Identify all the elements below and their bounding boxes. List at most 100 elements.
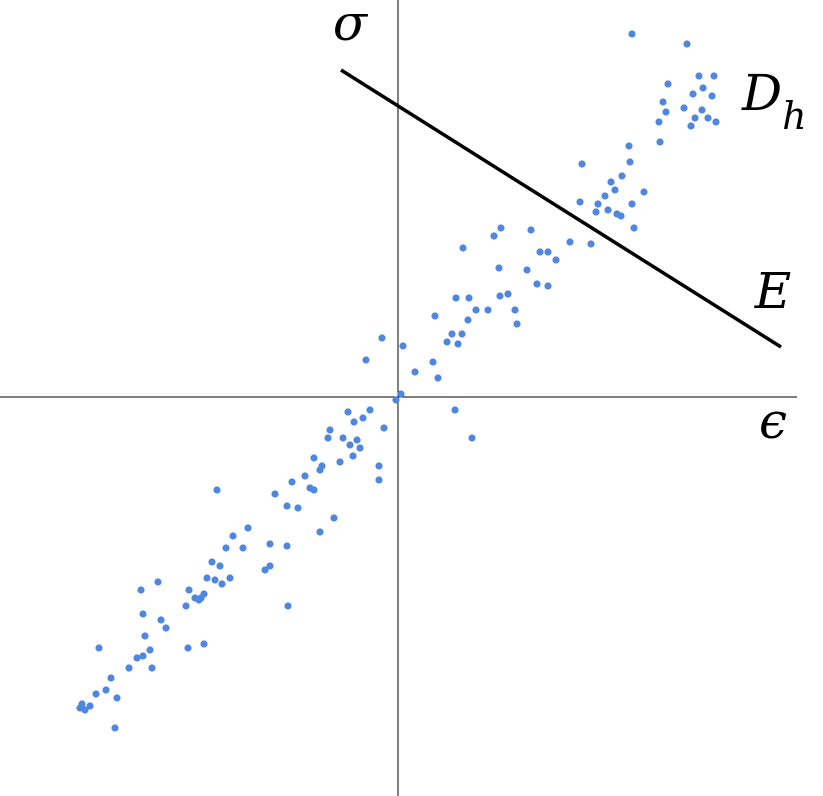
point — [443, 338, 451, 346]
point — [113, 694, 121, 702]
point — [197, 594, 205, 602]
point — [316, 528, 324, 536]
point — [576, 198, 584, 206]
point — [399, 342, 407, 350]
point — [344, 408, 352, 416]
point — [375, 476, 383, 484]
point — [625, 142, 633, 150]
point — [139, 652, 147, 660]
point — [213, 486, 221, 494]
point — [587, 240, 595, 248]
point — [226, 574, 234, 582]
cluster-label-subscript: h — [782, 94, 806, 138]
point — [125, 664, 133, 672]
point — [184, 644, 192, 652]
point — [283, 502, 291, 510]
y-axis-label: σ — [333, 0, 369, 52]
point — [266, 540, 274, 548]
point — [472, 306, 480, 314]
point — [495, 264, 503, 272]
point — [310, 486, 318, 494]
point — [699, 84, 707, 92]
point — [712, 118, 720, 126]
point — [271, 490, 279, 498]
point — [349, 452, 357, 460]
cluster-label-main: D — [741, 64, 782, 122]
point — [211, 576, 219, 584]
point — [662, 108, 670, 116]
point — [618, 172, 626, 180]
point — [513, 320, 521, 328]
point — [301, 472, 309, 480]
line-label: E — [754, 262, 792, 320]
point — [604, 206, 612, 214]
point — [578, 160, 586, 168]
point — [484, 306, 492, 314]
point — [504, 290, 512, 298]
point — [310, 454, 318, 462]
point — [691, 114, 699, 122]
point — [350, 418, 358, 426]
point — [157, 616, 165, 624]
point — [656, 138, 664, 146]
point — [411, 368, 419, 376]
point — [544, 248, 552, 256]
point — [527, 226, 535, 234]
point — [294, 504, 302, 512]
point — [359, 414, 367, 422]
point — [704, 114, 712, 122]
point — [95, 644, 103, 652]
point — [434, 374, 442, 382]
point — [698, 106, 706, 114]
point — [148, 664, 156, 672]
point — [261, 566, 269, 574]
point — [533, 280, 541, 288]
point — [76, 704, 84, 712]
point — [356, 444, 364, 452]
point — [490, 232, 498, 240]
point — [708, 92, 716, 100]
point — [628, 200, 636, 208]
point — [141, 632, 149, 640]
point — [397, 390, 405, 398]
point — [283, 542, 291, 550]
point — [536, 248, 544, 256]
point — [362, 356, 370, 364]
point — [216, 562, 224, 570]
point — [511, 306, 519, 314]
point — [139, 610, 147, 618]
point — [683, 40, 691, 48]
point — [454, 340, 462, 348]
point — [617, 212, 625, 220]
point — [566, 238, 574, 246]
point — [628, 30, 636, 38]
point — [496, 292, 504, 300]
point — [710, 72, 718, 80]
point — [208, 558, 216, 566]
point — [102, 686, 110, 694]
point — [239, 544, 247, 552]
point — [162, 624, 170, 632]
point — [464, 316, 472, 324]
point — [552, 256, 560, 264]
point — [324, 434, 332, 442]
point — [191, 594, 199, 602]
point — [594, 200, 602, 208]
point — [607, 178, 615, 186]
point — [611, 186, 619, 194]
point — [107, 674, 115, 682]
point — [451, 406, 459, 414]
point — [288, 478, 296, 486]
point — [680, 104, 688, 112]
point — [380, 424, 388, 432]
point — [146, 646, 154, 654]
point — [185, 586, 193, 594]
point — [366, 406, 374, 414]
x-axis-label: ϵ — [759, 392, 787, 450]
point — [133, 654, 141, 662]
point — [339, 434, 347, 442]
point — [458, 330, 466, 338]
point — [203, 574, 211, 582]
point — [111, 724, 119, 732]
